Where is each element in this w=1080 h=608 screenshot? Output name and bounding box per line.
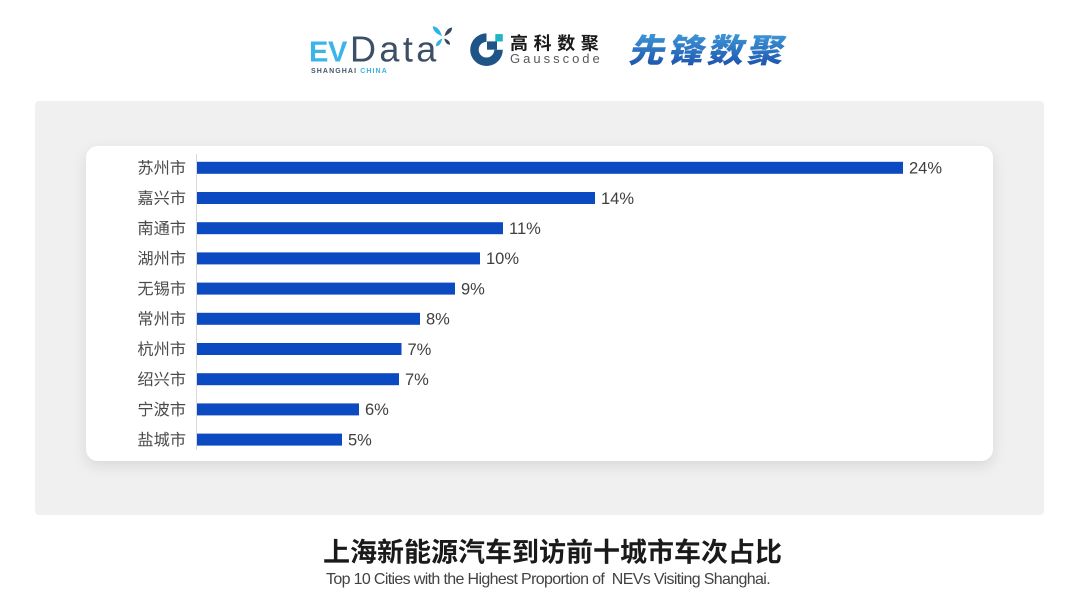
svg-text:Data: Data	[350, 29, 440, 70]
svg-text:9%: 9%	[461, 280, 485, 298]
svg-text:8%: 8%	[426, 311, 450, 329]
svg-text:14%: 14%	[601, 190, 634, 208]
svg-text:7%: 7%	[408, 341, 432, 359]
svg-text:7%: 7%	[405, 371, 429, 389]
svg-text:10%: 10%	[486, 250, 519, 268]
svg-text:24%: 24%	[909, 160, 942, 178]
svg-text:6%: 6%	[365, 401, 389, 419]
svg-text:SHANGHAI CHINA: SHANGHAI CHINA	[311, 68, 388, 75]
svg-text:Top 10 Cities with the Highest: Top 10 Cities with the Highest Proportio…	[326, 571, 770, 588]
svg-text:Gausscode: Gausscode	[510, 51, 603, 66]
svg-text:11%: 11%	[509, 220, 541, 238]
svg-text:5%: 5%	[348, 431, 372, 449]
svg-text:EV: EV	[309, 37, 348, 69]
